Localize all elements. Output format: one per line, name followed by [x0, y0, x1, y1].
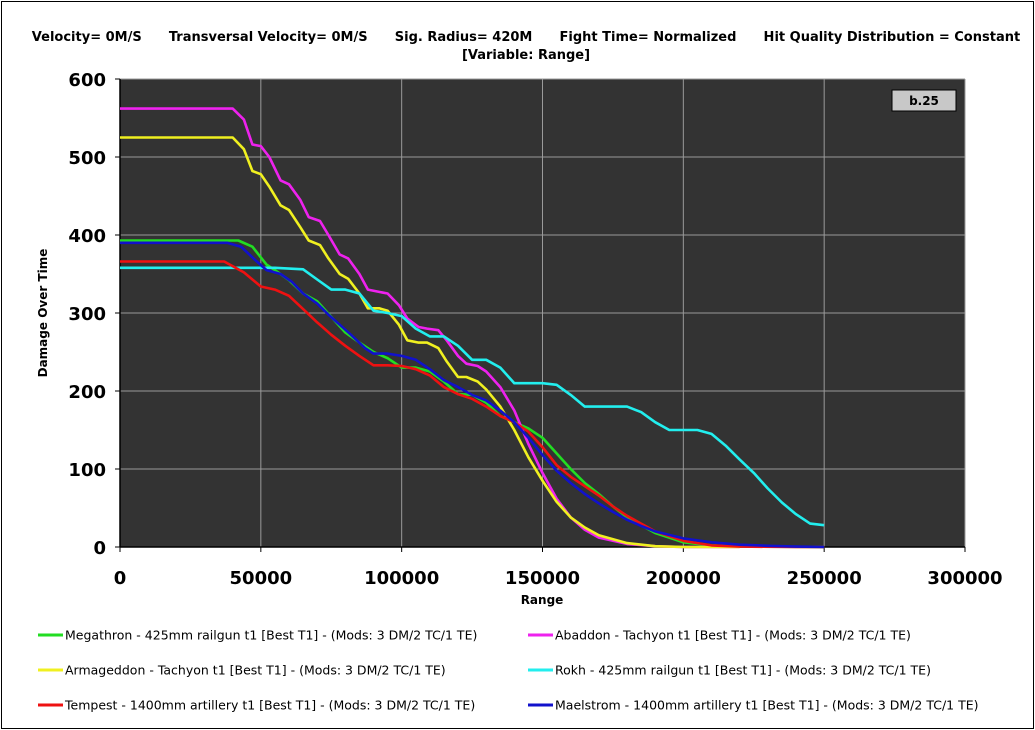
y-tick-labels: 0 100 200 300 400 500 600 [68, 70, 106, 559]
legend-entry-5: Maelstrom - 1400mm artillery t1 [Best T1… [528, 698, 979, 713]
y-tick-label: 400 [68, 226, 106, 247]
version-badge-label: b.25 [909, 94, 939, 108]
series-group [120, 107, 825, 549]
y-tick-label: 200 [68, 382, 106, 403]
legend-label: Maelstrom - 1400mm artillery t1 [Best T1… [555, 698, 979, 713]
x-tick-labels: 0 50000 100000 150000 200000 250000 300000 [114, 568, 1003, 589]
legend-label: Rokh - 425mm railgun t1 [Best T1] - (Mod… [555, 663, 931, 678]
x-tick-label: 0 [114, 568, 127, 589]
y-axis-label: Damage Over Time [36, 249, 50, 378]
y-tick-label: 500 [68, 148, 106, 169]
series-line-5 [120, 241, 825, 549]
x-tick-label: 300000 [927, 568, 1002, 589]
x-axis-label: Range [521, 593, 564, 607]
x-tick-label: 150000 [505, 568, 580, 589]
x-tick-label: 100000 [364, 568, 439, 589]
x-tick-label: 50000 [230, 568, 293, 589]
legend-label: Tempest - 1400mm artillery t1 [Best T1] … [64, 698, 475, 713]
series-line-2 [120, 136, 740, 549]
y-tick-label: 100 [68, 460, 106, 481]
y-tick-label: 600 [68, 70, 106, 91]
chart-header-line2: [Variable: Range] [462, 48, 590, 63]
version-badge: b.25 [891, 89, 957, 112]
series-line-3 [120, 266, 825, 527]
legend: Megathron - 425mm railgun t1 [Best T1] -… [38, 628, 979, 713]
legend-label: Armageddon - Tachyon t1 [Best T1] - (Mod… [65, 663, 446, 678]
legend-entry-0: Megathron - 425mm railgun t1 [Best T1] -… [38, 628, 477, 643]
legend-entry-3: Rokh - 425mm railgun t1 [Best T1] - (Mod… [528, 663, 931, 678]
grid-lines [120, 78, 966, 547]
legend-entry-1: Abaddon - Tachyon t1 [Best T1] - (Mods: … [528, 628, 911, 643]
legend-label: Abaddon - Tachyon t1 [Best T1] - (Mods: … [555, 628, 911, 643]
x-tick-label: 250000 [787, 568, 862, 589]
legend-entry-2: Armageddon - Tachyon t1 [Best T1] - (Mod… [38, 663, 446, 678]
legend-label: Megathron - 425mm railgun t1 [Best T1] -… [65, 628, 477, 643]
x-tick-label: 200000 [646, 568, 721, 589]
series-line-4 [120, 260, 825, 549]
y-tick-label: 300 [68, 304, 106, 325]
legend-entry-4: Tempest - 1400mm artillery t1 [Best T1] … [38, 698, 475, 713]
y-tick-label: 0 [93, 538, 106, 559]
chart-header-line1: Velocity= 0M/S Transversal Velocity= 0M/… [32, 30, 1020, 45]
